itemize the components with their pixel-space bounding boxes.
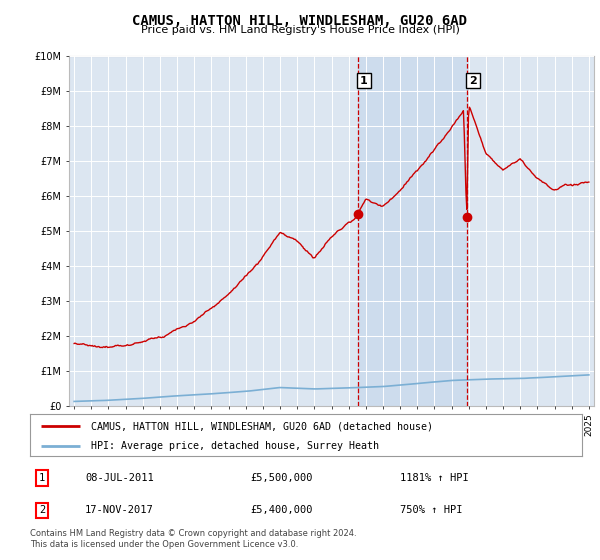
- Text: HPI: Average price, detached house, Surrey Heath: HPI: Average price, detached house, Surr…: [91, 441, 379, 451]
- Text: £5,500,000: £5,500,000: [251, 473, 313, 483]
- Text: 2: 2: [469, 76, 477, 86]
- Text: 1: 1: [360, 76, 368, 86]
- Text: 2: 2: [39, 505, 45, 515]
- Text: CAMUS, HATTON HILL, WINDLESHAM, GU20 6AD (detached house): CAMUS, HATTON HILL, WINDLESHAM, GU20 6AD…: [91, 421, 433, 431]
- Text: Contains HM Land Registry data © Crown copyright and database right 2024.
This d: Contains HM Land Registry data © Crown c…: [30, 529, 356, 549]
- Text: CAMUS, HATTON HILL, WINDLESHAM, GU20 6AD: CAMUS, HATTON HILL, WINDLESHAM, GU20 6AD: [133, 14, 467, 28]
- Text: £5,400,000: £5,400,000: [251, 505, 313, 515]
- Text: 17-NOV-2017: 17-NOV-2017: [85, 505, 154, 515]
- Text: 08-JUL-2011: 08-JUL-2011: [85, 473, 154, 483]
- Bar: [358, 56, 467, 406]
- Text: 1181% ↑ HPI: 1181% ↑ HPI: [400, 473, 469, 483]
- Text: 1: 1: [39, 473, 45, 483]
- Text: 750% ↑ HPI: 750% ↑ HPI: [400, 505, 463, 515]
- Text: Price paid vs. HM Land Registry's House Price Index (HPI): Price paid vs. HM Land Registry's House …: [140, 25, 460, 35]
